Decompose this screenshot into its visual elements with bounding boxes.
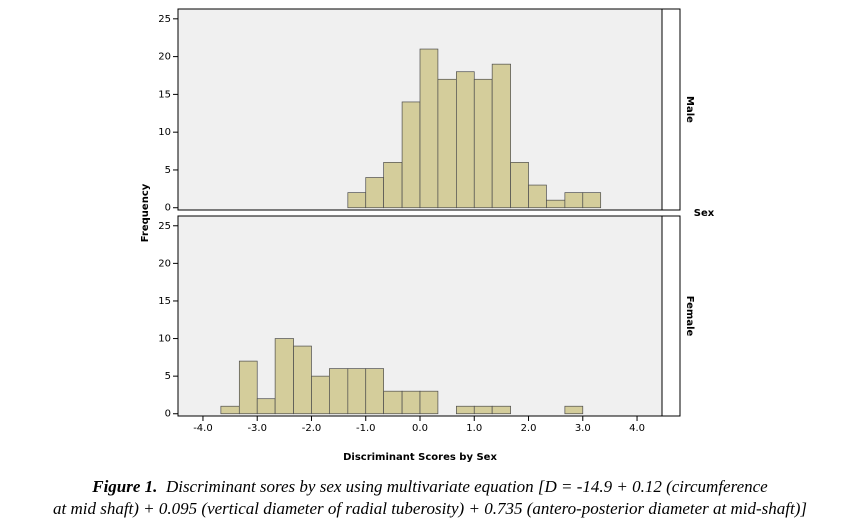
bar: [311, 375, 330, 415]
y-tick-label: 15: [158, 296, 171, 307]
facet-label: Female: [684, 296, 695, 337]
y-tick-label: 10: [158, 127, 171, 138]
y-tick-label: 20: [158, 258, 171, 269]
bar: [347, 368, 367, 415]
facet-label: Male: [684, 96, 695, 123]
bar: [383, 162, 403, 209]
caption-line: at mid shaft) + 0.095 (vertical diameter…: [0, 499, 860, 519]
bar: [347, 192, 367, 209]
x-tick-label: -4.0: [193, 423, 213, 434]
bar: [401, 390, 421, 415]
x-tick-label: 3.0: [575, 423, 591, 434]
bar: [329, 368, 349, 415]
bar: [437, 78, 457, 209]
bar: [419, 390, 439, 415]
bar: [401, 101, 421, 209]
bar: [582, 192, 602, 209]
y-tick-label: 20: [158, 52, 171, 63]
x-tick-label: 1.0: [466, 423, 482, 434]
y-axis-label: Frequency: [140, 183, 151, 242]
bar: [256, 398, 276, 415]
bar: [238, 360, 258, 415]
bar: [293, 345, 312, 415]
x-tick-label: 0.0: [412, 423, 428, 434]
x-tick-label: -1.0: [356, 423, 376, 434]
bar: [419, 48, 439, 209]
bar: [528, 184, 547, 209]
x-tick-label: -2.0: [302, 423, 322, 434]
bar: [220, 405, 240, 415]
bar: [510, 162, 529, 209]
x-axis-label: Discriminant Scores by Sex: [343, 452, 497, 463]
facet-strip: [661, 8, 681, 211]
bar: [456, 71, 475, 209]
y-tick-label: 5: [165, 165, 171, 176]
bar: [274, 338, 294, 415]
bar: [473, 405, 493, 415]
y-tick-label: 25: [158, 14, 171, 25]
y-tick-label: 15: [158, 89, 171, 100]
y-tick-label: 10: [158, 334, 171, 345]
bar: [491, 63, 511, 209]
caption-text: at mid shaft) + 0.095 (vertical diameter…: [52, 499, 808, 518]
bar: [564, 405, 584, 415]
bar: [365, 177, 384, 209]
bar: [564, 192, 584, 209]
caption-line: Figure 1. Discriminant sores by sex usin…: [0, 477, 860, 497]
bar: [365, 368, 384, 415]
caption-label: Figure 1.: [92, 477, 158, 496]
x-tick-label: -3.0: [247, 423, 267, 434]
bar: [383, 390, 403, 415]
y-tick-label: 0: [165, 203, 171, 214]
y-tick-label: 25: [158, 221, 171, 232]
bar: [491, 405, 511, 415]
x-tick-label: 4.0: [629, 423, 645, 434]
y-tick-label: 5: [165, 371, 171, 382]
strip-title: Sex: [694, 208, 715, 219]
facet-strip: [661, 215, 681, 417]
bar: [473, 78, 493, 209]
x-tick-label: 2.0: [521, 423, 537, 434]
chart: Male 0 5 10 15 20 25 Sex Frequency Female 0 5 10 15 20…: [140, 8, 715, 463]
caption-text: Discriminant sores by sex using multivar…: [165, 477, 768, 496]
y-tick-label: 0: [165, 409, 171, 420]
bar: [456, 405, 475, 415]
bar: [546, 199, 566, 209]
